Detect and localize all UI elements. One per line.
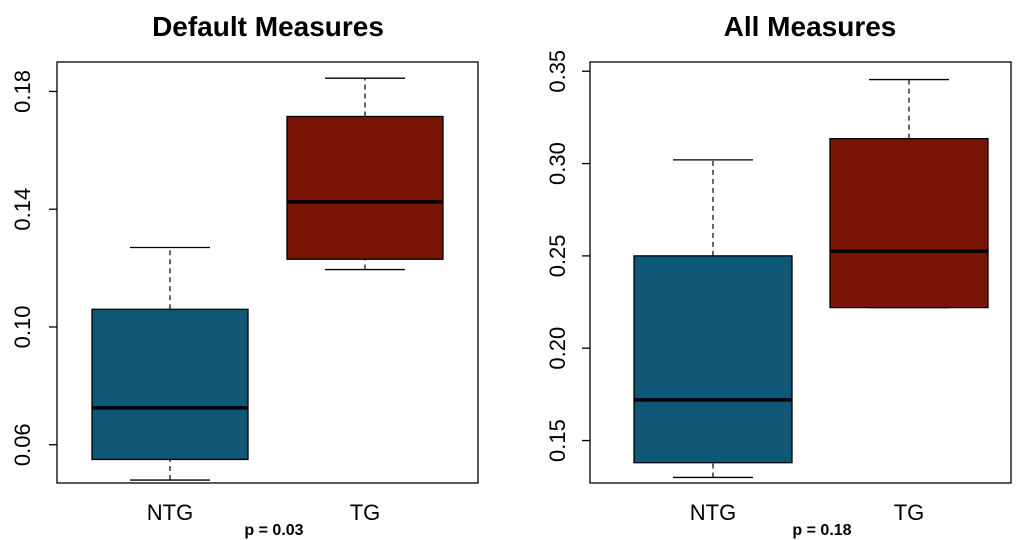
y-tick-label: 0.06 bbox=[10, 423, 35, 466]
y-tick-label: 0.35 bbox=[545, 50, 570, 93]
box-ntg bbox=[91, 308, 249, 461]
box-tg bbox=[829, 137, 989, 309]
y-tick-label: 0.14 bbox=[10, 188, 35, 231]
chart-title: Default Measures bbox=[152, 11, 384, 42]
y-tick-label: 0.25 bbox=[545, 234, 570, 277]
chart-title: All Measures bbox=[724, 11, 897, 42]
p-value-annotation: p = 0.18 bbox=[792, 522, 851, 539]
box-tg bbox=[286, 115, 444, 260]
y-tick-label: 0.15 bbox=[545, 419, 570, 462]
x-tick-label: TG bbox=[350, 500, 381, 525]
x-tick-label: TG bbox=[894, 500, 925, 525]
plot-frame bbox=[56, 61, 479, 484]
y-tick-label: 0.10 bbox=[10, 306, 35, 349]
y-tick-label: 0.30 bbox=[545, 142, 570, 185]
x-tick-label: NTG bbox=[147, 500, 193, 525]
box-ntg bbox=[633, 255, 793, 464]
plot-frame bbox=[589, 61, 1012, 484]
p-value-annotation: p = 0.03 bbox=[244, 522, 303, 539]
y-tick-label: 0.20 bbox=[545, 327, 570, 370]
x-tick-label: NTG bbox=[690, 500, 736, 525]
y-tick-label: 0.18 bbox=[10, 70, 35, 113]
